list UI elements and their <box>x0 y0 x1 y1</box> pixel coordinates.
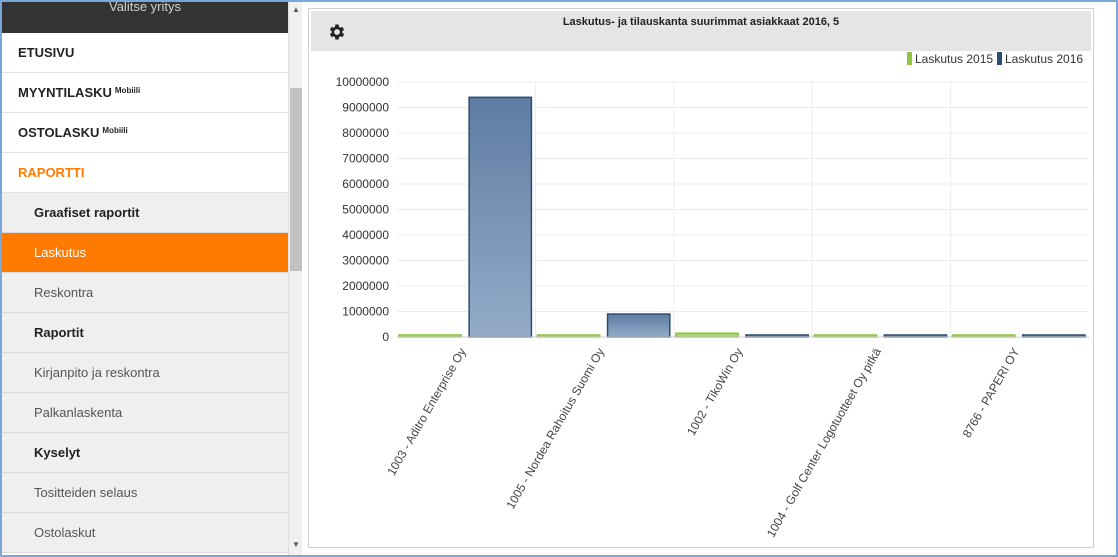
submenu-raportit[interactable]: Raportit <box>2 313 288 353</box>
submenu-tositteiden-selaus[interactable]: Tositteiden selaus <box>2 473 288 513</box>
y-tick-label: 8000000 <box>342 126 389 140</box>
y-tick-label: 2000000 <box>342 279 389 293</box>
y-tick-label: 6000000 <box>342 177 389 191</box>
scrollbar-thumb[interactable] <box>290 88 302 271</box>
menu-etusivu-label: ETUSIVU <box>18 45 75 60</box>
menu-raportti-label: RAPORTTI <box>18 165 85 180</box>
menu-myyntilasku-label: MYYNTILASKU <box>18 85 112 100</box>
company-selector-label: Valitse yritys <box>109 2 181 14</box>
sidebar-scrollbar[interactable]: ▲ ▼ <box>288 2 302 555</box>
menu-raportti[interactable]: RAPORTTI <box>2 153 288 193</box>
legend-label-2015: Laskutus 2015 <box>915 52 993 66</box>
x-tick-label: 8766 - PAPERI OY <box>960 346 1023 441</box>
submenu-graafiset-raportit[interactable]: Graafiset raportit <box>2 193 288 233</box>
submenu-label: Kyselyt <box>34 445 81 460</box>
submenu-laskutus[interactable]: Laskutus <box>2 233 288 273</box>
submenu-label: Tositteiden selaus <box>34 485 138 500</box>
bar-chart: 1000000090000008000000700000060000005000… <box>336 52 1089 540</box>
mobiili-badge: Mobiili <box>114 86 141 95</box>
y-tick-label: 7000000 <box>342 152 389 166</box>
submenu-label: Ostolaskut <box>34 525 96 540</box>
bar-2016 <box>606 313 671 338</box>
y-tick-label: 10000000 <box>336 75 390 89</box>
x-tick-label: 1002 - TikoWin Oy <box>684 346 745 438</box>
chart-panel: Laskutus- ja tilauskanta suurimmat asiak… <box>308 8 1094 548</box>
x-tick-label: 1005 - Nordea Rahoitus Suomi Oy <box>503 346 607 512</box>
y-tick-label: 3000000 <box>342 254 389 268</box>
submenu-label: Palkanlaskenta <box>34 405 123 420</box>
submenu-label: Reskontra <box>34 285 94 300</box>
gear-icon[interactable] <box>327 22 347 42</box>
y-tick-label: 0 <box>382 330 389 344</box>
legend-swatch-2015 <box>907 52 912 65</box>
chart-title: Laskutus- ja tilauskanta suurimmat asiak… <box>562 16 840 28</box>
submenu-label: Graafiset raportit <box>34 205 140 220</box>
legend-label-2016: Laskutus 2016 <box>1005 52 1083 66</box>
menu-ostolasku-label: OSTOLASKU <box>18 125 100 140</box>
menu-myyntilasku[interactable]: MYYNTILASKU Mobiili <box>2 73 288 113</box>
x-tick-label: 1004 - Golf Center Logotuotteet Oy pitkä <box>764 345 884 539</box>
x-tick-label: 1003 - Aditro Enterprise Oy <box>384 346 468 478</box>
submenu-reskontra[interactable]: Reskontra <box>2 273 288 313</box>
submenu-kirjanpito-ja-reskontra[interactable]: Kirjanpito ja reskontra <box>2 353 288 393</box>
menu-ostolasku[interactable]: OSTOLASKU Mobiili <box>2 113 288 153</box>
submenu-kyselyt[interactable]: Kyselyt <box>2 433 288 473</box>
menu-etusivu[interactable]: ETUSIVU <box>2 33 288 73</box>
bar-2015 <box>675 332 739 338</box>
chart-panel-header: Laskutus- ja tilauskanta suurimmat asiak… <box>311 11 1091 51</box>
legend-swatch-2016 <box>997 52 1002 65</box>
company-selector[interactable]: Valitse yritys <box>2 2 288 33</box>
mobiili-badge: Mobiili <box>102 126 128 135</box>
y-tick-label: 9000000 <box>342 101 389 115</box>
submenu-label: Kirjanpito ja reskontra <box>34 365 160 380</box>
bar-2016 <box>468 96 533 338</box>
submenu-ostolaskut[interactable]: Ostolaskut <box>2 513 288 553</box>
submenu-label: Laskutus <box>34 245 87 260</box>
scroll-down-arrow-icon[interactable]: ▼ <box>292 540 300 549</box>
scroll-up-arrow-icon[interactable]: ▲ <box>292 5 300 14</box>
y-tick-label: 5000000 <box>342 203 389 217</box>
submenu-palkanlaskenta[interactable]: Palkanlaskenta <box>2 393 288 433</box>
y-tick-label: 4000000 <box>342 228 389 242</box>
sidebar: Valitse yritys ETUSIVU MYYNTILASKU Mobii… <box>2 2 288 555</box>
y-tick-label: 1000000 <box>342 305 389 319</box>
submenu-label: Raportit <box>34 325 84 340</box>
